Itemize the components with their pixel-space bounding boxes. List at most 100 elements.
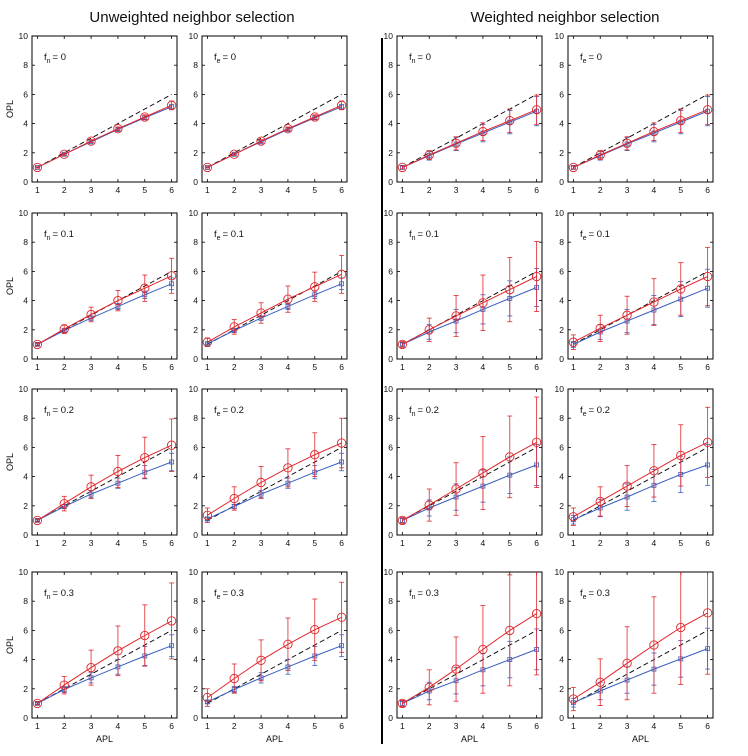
panel-unweighted-r1-c0-xtick-label: 2 (62, 362, 67, 372)
panel-unweighted-r1-c0-blue-series-point (34, 341, 40, 347)
panel-unweighted-r1-c1-annotation: fe = 0.1 (214, 229, 244, 242)
panel-unweighted-r2-c1-xtick-label: 5 (312, 538, 317, 548)
panel-weighted-r1-c0-xtick-label: 5 (507, 362, 512, 372)
panel-weighted-r0-c1-red-series-point (568, 162, 579, 173)
panel-unweighted-r0-c1-xtick-label: 2 (232, 185, 237, 195)
panel-weighted-r2-c0-reference-line (402, 447, 537, 521)
panel-unweighted-r2-c0-xtick-label: 2 (62, 538, 67, 548)
panel-weighted-r1-c0-plot-area (397, 241, 542, 350)
panel-weighted-r3-c1-annotation-sub: e (583, 594, 587, 601)
panel-weighted-r3-c1-ytick-label: 10 (555, 567, 565, 577)
panel-unweighted-r0-c0-red-series-line (37, 104, 172, 168)
section-title-weighted: Weighted neighbor selection (470, 9, 659, 26)
panel-weighted-r0-c1-red-series-point (676, 116, 686, 126)
panel-weighted-r2-c0-blue-series-line (402, 464, 537, 521)
panel-weighted-r3-c0-annotation: fn = 0.3 (409, 588, 439, 601)
panel-unweighted-r3-c0-xtick-label: 6 (169, 721, 174, 731)
panel-weighted-r3-c0-ytick-label: 4 (388, 655, 393, 665)
panel-unweighted-r0-c0-red-series-point (59, 149, 69, 159)
panel-unweighted-r2-c1-xtick-label: 6 (339, 538, 344, 548)
panel-unweighted-r0-c1-axes-box (201, 35, 348, 183)
panel-unweighted-r3-c1-ytick-label: 4 (193, 655, 198, 665)
panel-weighted-r0-c0-blue-series-line (402, 110, 537, 168)
panel-weighted-r0-c1-red-series-line (573, 109, 708, 168)
panel-weighted-r0-c0-axes-box (396, 35, 543, 183)
panel-unweighted-r1-c1-xtick-label: 3 (259, 362, 264, 372)
panel-unweighted-r0-c0-xtick-label: 4 (116, 185, 121, 195)
panel-weighted-r2-c0-xtick-label: 4 (481, 538, 486, 548)
panel-unweighted-r3-c1-ytick-label: 8 (193, 596, 198, 606)
panel-weighted-r3-c0-red-series-point (424, 682, 434, 692)
panel-unweighted-r3-c0-red-series-point (86, 662, 96, 673)
panel-weighted-r2-c0-ytick-label: 4 (388, 472, 393, 482)
panel-weighted-r1-c0-red-series-point (397, 339, 408, 350)
panel-unweighted-r1-c0-xtick-label: 4 (116, 362, 121, 372)
panel-weighted-r0-c0-reference-line (402, 94, 537, 168)
panel-unweighted-r3-c0-xtick-label: 4 (116, 721, 121, 731)
panel-unweighted-r0-c1-red-series-point (256, 136, 266, 146)
panel-unweighted-r3-c1-annotation: fe = 0.3 (214, 588, 244, 601)
panel-weighted-r2-c0-ytick-label: 0 (388, 530, 393, 540)
panel-weighted-r2-c1-xtick-label: 4 (652, 538, 657, 548)
panel-unweighted-r0-c1-blue-series-line (207, 106, 342, 168)
panel-weighted-r1-c0-xtick-label: 3 (454, 362, 459, 372)
panel-weighted-r0-c1-annotation-eq: = 0 (589, 52, 602, 63)
panel-weighted-r0-c1-reference-line (573, 94, 708, 168)
panel-weighted-r2-c1-annotation-sub: e (583, 411, 587, 418)
panel-unweighted-r2-c0-red-series-point (59, 498, 69, 509)
panel-weighted-r0-c0-red-series-point (424, 150, 434, 160)
panel-weighted-r0-c1-xtick-label: 1 (571, 185, 576, 195)
panel-weighted-r0-c0-xtick-label: 2 (427, 185, 432, 195)
panel-unweighted-r1-c1-red-series-point (256, 308, 266, 318)
panel-unweighted-r0-c1-annotation: fe = 0 (214, 52, 236, 65)
panel-unweighted-r3-c0-ytick-label: 10 (19, 567, 29, 577)
panel-unweighted-r3-c0-ytick-label: 0 (23, 713, 28, 723)
panel-unweighted-r3-c0-red-series-point (140, 630, 150, 641)
panel-unweighted-r0-c0-ytick-label: 0 (23, 177, 28, 187)
panel-weighted-r0-c0-xtick-label: 4 (481, 185, 486, 195)
panel-weighted-r0-c1-ytick-label: 8 (559, 60, 564, 70)
panel-weighted-r3-c1-axes-box (567, 571, 714, 719)
panel-unweighted-r2-c1-red-series-line (207, 442, 342, 516)
panel-weighted-r1-c1-red-series-point (676, 284, 686, 294)
panel-weighted-r3-c0-red-series-point (451, 664, 461, 674)
panel-weighted-r1-c1-red-series-point (702, 271, 713, 282)
panel-weighted-r0-c1-ytick-label: 0 (559, 177, 564, 187)
panel-weighted-r3-c1-xtick-label: 5 (678, 721, 683, 731)
panel-unweighted-r3-c0-ylabel: OPL (5, 636, 15, 654)
panel-weighted-r1-c1-annotation: fe = 0.1 (580, 229, 610, 242)
panel-unweighted-r0-c0-axes-box (31, 35, 178, 183)
panel-unweighted-r3-c0-annotation-eq: = 0.3 (53, 588, 74, 599)
panel-weighted-r0-c1-blue-series-line (573, 110, 708, 168)
panel-weighted-r2-c0-xtick-label: 1 (400, 538, 405, 548)
panel-unweighted-r3-c0-blue-series-point (34, 701, 40, 706)
panel-unweighted-r0-c1-ytick-label: 0 (193, 177, 198, 187)
panel-weighted-r2-c1-xtick-label: 5 (678, 538, 683, 548)
panel-unweighted-r2-c0-ytick-label: 2 (23, 501, 28, 511)
panel-weighted-r2-c1-red-series-point (622, 481, 632, 491)
panel-unweighted-r1-c1-annotation-sub: e (217, 235, 221, 242)
panel-weighted-r1-c0-red-series-point (424, 325, 434, 335)
panel-unweighted-r1-c1-ytick-label: 2 (193, 325, 198, 335)
panel-weighted-r0-c1-plot-area (568, 94, 713, 173)
panel-weighted-r1-c0-xtick-label: 2 (427, 362, 432, 372)
panel-unweighted-r2-c1-ytick-label: 2 (193, 501, 198, 511)
panel-weighted-r1-c1-ytick-label: 4 (559, 296, 564, 306)
panel-unweighted-r2-c0-ytick-label: 6 (23, 442, 28, 452)
panel-weighted-r3-c0-xtick-label: 1 (400, 721, 405, 731)
panel-unweighted-r1-c1-red-series-point (229, 322, 239, 332)
panel-weighted-r3-c0-ytick-label: 2 (388, 684, 393, 694)
panel-unweighted-r0-c1-annotation-var: f (214, 52, 217, 63)
panel-weighted-r1-c1-ytick-label: 10 (555, 208, 565, 218)
panel-unweighted-r0-c0-annotation-var: f (44, 52, 47, 63)
panel-weighted-r3-c0-xtick-label: 2 (427, 721, 432, 731)
panel-unweighted-r3-c0-red-series-point (59, 680, 69, 690)
panel-unweighted-r2-c1-red-series-point (256, 477, 266, 488)
panel-unweighted-r2-c0-ytick-label: 10 (19, 384, 29, 394)
panel-unweighted-r3-c0-ytick-label: 2 (23, 684, 28, 694)
panel-unweighted-r3-c1-xtick-label: 4 (286, 721, 291, 731)
